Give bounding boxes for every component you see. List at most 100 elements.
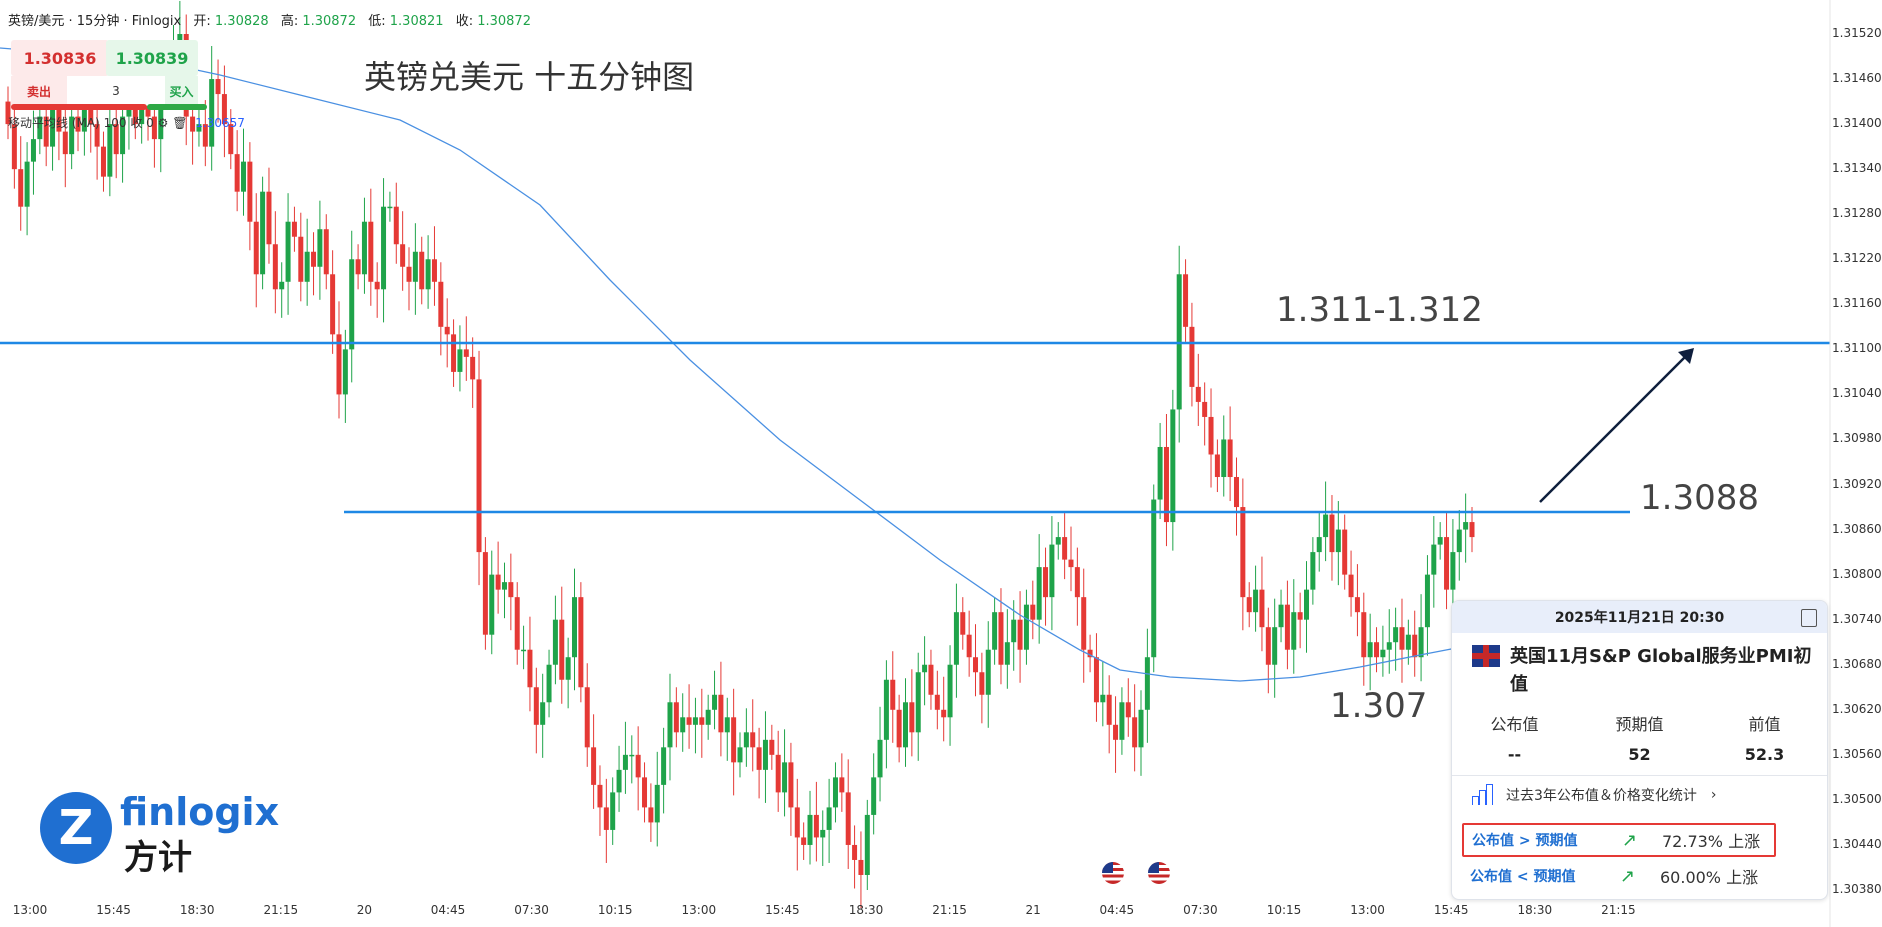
candle-body <box>1265 627 1271 665</box>
logo-brand: finlogix <box>120 790 280 834</box>
x-tick-label: 21:15 <box>932 903 967 917</box>
candle-body <box>1348 574 1354 598</box>
candle-body <box>419 251 425 290</box>
candle-body <box>807 814 813 845</box>
us-flag-icon[interactable] <box>1102 862 1124 884</box>
candle-body <box>1113 724 1119 740</box>
candle-body <box>731 717 737 763</box>
candle-body <box>387 206 393 209</box>
candle-body <box>1437 537 1443 545</box>
candle-body <box>1068 559 1074 568</box>
candle-body <box>1393 627 1399 643</box>
candle-body <box>1412 634 1418 658</box>
y-tick-label: 1.30500 <box>1832 791 1882 806</box>
buy-button[interactable]: 买入 <box>165 76 198 106</box>
candle-body <box>50 109 56 147</box>
candle-body <box>1284 604 1290 650</box>
event-title-row: 英国11月S&P Global服务业PMI初值 <box>1472 643 1812 699</box>
ma-line <box>0 47 1473 682</box>
candle-body <box>253 221 259 275</box>
candle-body <box>247 161 253 222</box>
previous-value: 52.3 <box>1744 745 1785 764</box>
candle-body <box>1183 274 1189 327</box>
candle-body <box>832 777 838 808</box>
stat-row-below[interactable]: 公布值 < 预期值 ↗ 60.00% 上涨 <box>1462 861 1772 891</box>
x-tick-label: 07:30 <box>514 903 549 917</box>
candle-body <box>1399 627 1405 650</box>
stat-row-above[interactable]: 公布值 > 预期值 ↗ 72.73% 上涨 <box>1462 823 1776 857</box>
x-tick-label: 07:30 <box>1183 903 1218 917</box>
candle-body <box>463 349 469 357</box>
candle-body <box>642 777 648 808</box>
candle-body <box>444 326 450 335</box>
candle-body <box>896 709 902 748</box>
stats-link-text: 过去3年公布值＆价格变化统计 <box>1506 788 1697 804</box>
candle-body <box>1233 477 1239 508</box>
candle-body <box>323 229 329 275</box>
candle-body <box>1055 537 1061 545</box>
quantity-input[interactable]: 3 <box>67 76 165 106</box>
bar-chart-icon <box>1472 784 1493 805</box>
us-flag-icon[interactable] <box>1148 862 1170 884</box>
x-tick-label: 15:45 <box>96 903 131 917</box>
candle-body <box>190 116 196 132</box>
candle-body <box>151 116 157 140</box>
candle-body <box>622 754 628 770</box>
candle-body <box>1246 597 1252 613</box>
delete-icon[interactable]: 🗑 <box>172 116 188 130</box>
candle-body <box>1030 604 1036 620</box>
candle-body <box>673 702 679 733</box>
candle-body <box>565 657 571 680</box>
sell-button[interactable]: 卖出 <box>11 76 67 106</box>
buy-price-button[interactable]: 1.30839 <box>106 40 198 76</box>
candle-body <box>750 732 756 748</box>
candle-body <box>845 792 851 845</box>
candle-body <box>699 717 705 725</box>
y-tick-label: 1.31220 <box>1832 251 1882 266</box>
candle-body <box>291 221 297 237</box>
candle-body <box>1093 657 1099 703</box>
ma-source: 收 <box>130 116 143 130</box>
candle-body <box>1202 401 1208 417</box>
candle-body <box>508 582 514 598</box>
logo-brand-cn: 方计 <box>124 838 192 878</box>
event-date-text: 2025年11月21日 20:30 <box>1554 610 1725 626</box>
candle-body <box>1119 702 1125 740</box>
candle-body <box>1227 439 1233 478</box>
candle-body <box>1151 499 1157 658</box>
logo-z-icon: Z <box>58 800 94 856</box>
y-tick-label: 1.30980 <box>1832 431 1882 446</box>
stats-link[interactable]: 过去3年公布值＆价格变化统计 › <box>1472 784 1717 805</box>
candle-body <box>705 709 711 725</box>
event-title: 英国11月S&P Global服务业PMI初值 <box>1510 646 1812 695</box>
sell-price-button[interactable]: 1.30836 <box>11 40 109 76</box>
candle-body <box>1106 694 1112 725</box>
ma-indicator-legend[interactable]: 移动平均线 (MA) 100 收 0 ⚙ 🗑 1.30657 <box>8 114 245 131</box>
uk-flag-icon <box>1472 645 1500 667</box>
clipboard-icon[interactable] <box>1801 609 1817 627</box>
x-tick-label: 21 <box>1025 903 1041 917</box>
candle-body <box>1253 589 1259 613</box>
candle-body <box>533 687 539 725</box>
candle-body <box>56 109 62 132</box>
candle-body <box>718 694 724 733</box>
forecast-col: 预期值 52 <box>1577 711 1702 764</box>
candle-body <box>285 221 291 282</box>
settings-icon[interactable]: ⚙ <box>157 116 169 130</box>
candle-body <box>139 101 145 125</box>
candle-body <box>11 124 17 170</box>
candle-body <box>1081 597 1087 650</box>
candle-body <box>1424 574 1430 628</box>
candle-body <box>1444 537 1450 590</box>
candle-body <box>985 649 991 695</box>
candle-body <box>610 792 616 830</box>
x-tick-label: 04:45 <box>430 903 466 917</box>
candle-body <box>661 747 667 785</box>
x-tick-label: 15:45 <box>765 903 800 917</box>
candle-body <box>864 814 870 875</box>
candle-body <box>762 739 768 770</box>
stat-row-label: 公布值 > 预期值 <box>1472 833 1578 849</box>
candle-body <box>5 101 11 125</box>
candle-body <box>839 777 845 793</box>
candle-body <box>113 124 119 155</box>
